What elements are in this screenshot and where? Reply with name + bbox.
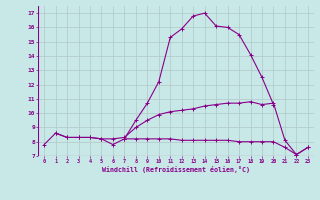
X-axis label: Windchill (Refroidissement éolien,°C): Windchill (Refroidissement éolien,°C) [102,166,250,173]
